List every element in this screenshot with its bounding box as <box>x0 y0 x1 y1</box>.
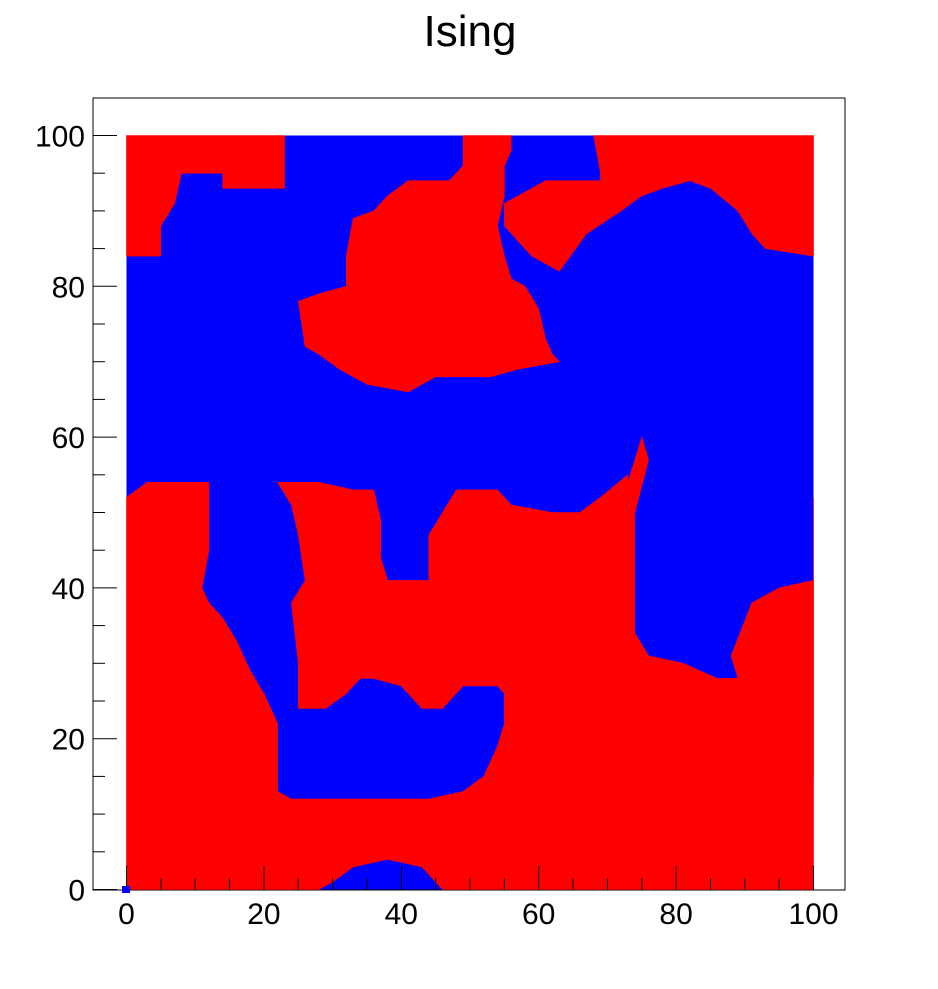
spin-up-domain-6 <box>655 580 814 777</box>
x-tick-label: 20 <box>247 898 280 931</box>
y-tick-label: 40 <box>52 573 85 606</box>
origin-marker <box>122 886 130 893</box>
chart-title: Ising <box>424 7 517 56</box>
lattice-layer <box>126 135 814 890</box>
y-tick-label: 0 <box>68 875 85 908</box>
spin-up-domain-5 <box>277 474 629 709</box>
x-tick-label: 100 <box>788 898 838 931</box>
y-tick-label: 80 <box>52 271 85 304</box>
spin-up-domain-1 <box>126 135 285 257</box>
x-tick-label: 80 <box>659 898 692 931</box>
y-tick-label: 60 <box>52 422 85 455</box>
axes: 0 20 40 60 80 100 0 20 40 60 80 100 <box>35 121 839 932</box>
plot-frame <box>92 97 846 891</box>
x-tick-label: 40 <box>385 898 418 931</box>
x-tick-label: 60 <box>522 898 555 931</box>
y-tick-label: 100 <box>35 121 85 154</box>
y-tick-label: 20 <box>52 724 85 757</box>
spin-up-domain-3 <box>504 135 814 272</box>
spin-up-domain-2 <box>297 135 560 393</box>
x-tick-label: 0 <box>118 898 135 931</box>
